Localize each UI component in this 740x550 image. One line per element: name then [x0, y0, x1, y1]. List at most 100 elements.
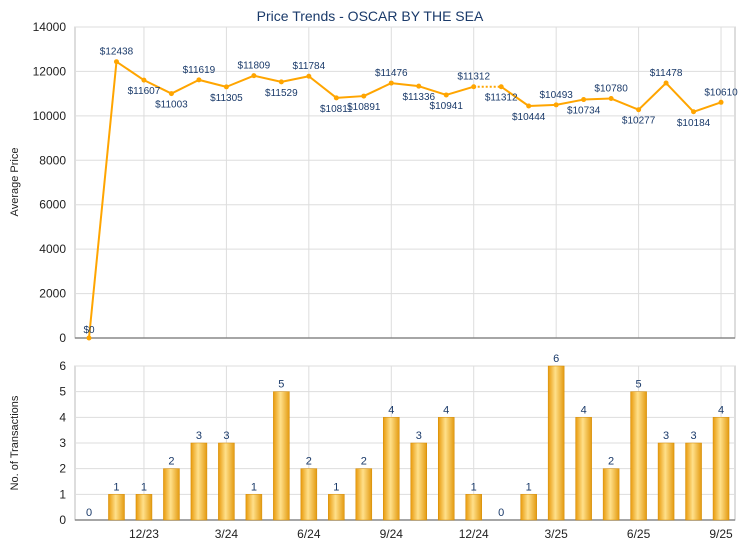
price-point: [168, 91, 174, 97]
price-data-label: $11478: [650, 68, 683, 79]
price-line-segment: [391, 82, 419, 88]
price-y-tick: 14000: [33, 20, 67, 34]
transaction-data-label: 0: [86, 507, 92, 519]
price-point: [498, 84, 504, 90]
x-tick-label: 12/23: [129, 527, 159, 541]
price-data-label: $10493: [539, 90, 573, 101]
price-y-tick: 10000: [33, 109, 67, 123]
x-tick-label: 9/25: [709, 527, 733, 541]
price-line-segment: [226, 74, 255, 88]
transaction-bar: [520, 494, 537, 521]
price-data-label: $11476: [375, 68, 408, 79]
price-point: [636, 107, 642, 113]
price-data-label: $11619: [183, 65, 216, 76]
transaction-data-label: 5: [278, 379, 284, 391]
transaction-data-label: 4: [581, 404, 587, 416]
price-point: [333, 95, 339, 101]
transaction-bar: [273, 391, 290, 521]
price-y-tick: 2000: [39, 287, 66, 301]
x-tick-label: 12/24: [459, 527, 489, 541]
transaction-data-label: 5: [636, 379, 642, 391]
price-point: [471, 84, 477, 90]
price-point: [388, 80, 394, 86]
price-y-tick: 8000: [39, 153, 66, 167]
price-data-label: $10277: [622, 116, 656, 127]
transaction-bar: [630, 391, 647, 521]
price-point: [663, 80, 669, 86]
price-point: [306, 73, 312, 79]
transaction-data-label: 1: [333, 481, 339, 493]
chart-title: Price Trends - OSCAR BY THE SEA: [257, 8, 484, 24]
transaction-data-label: 4: [388, 404, 394, 416]
price-point: [553, 102, 559, 108]
price-data-label: $11305: [210, 93, 243, 104]
transaction-bar: [410, 442, 428, 521]
transactions-y-tick: 0: [59, 513, 66, 527]
price-point: [526, 103, 532, 109]
price-line-segment: [281, 75, 310, 83]
x-tick-label: 3/25: [544, 527, 568, 541]
price-point: [608, 96, 614, 102]
transaction-bar: [437, 417, 455, 521]
price-data-label: $10780: [594, 84, 628, 95]
price-line-segment: [555, 98, 584, 106]
transaction-data-label: 4: [443, 404, 449, 416]
price-point: [361, 93, 367, 99]
transaction-data-label: 0: [498, 507, 504, 519]
price-point: [581, 97, 587, 103]
price-point: [196, 77, 202, 83]
price-data-label: $11529: [265, 88, 298, 99]
price-point: [86, 335, 92, 341]
transaction-bar: [712, 417, 730, 521]
price-data-label: $10891: [347, 102, 381, 113]
transaction-data-label: 1: [251, 481, 257, 493]
price-data-label: $11607: [128, 86, 161, 97]
price-line-segment: [610, 97, 639, 111]
price-data-label: $0: [83, 325, 95, 336]
transaction-bar: [163, 468, 180, 521]
price-line-segment: [500, 85, 530, 107]
price-data-label: $11784: [293, 61, 326, 72]
transaction-bar: [383, 417, 400, 521]
price-data-label: $11003: [155, 100, 188, 111]
price-data-label: $10184: [677, 118, 711, 129]
transaction-data-label: 2: [608, 456, 614, 468]
transactions-y-tick: 3: [59, 436, 66, 450]
transaction-data-label: 3: [416, 430, 422, 442]
transactions-y-tick: 4: [59, 410, 66, 424]
transaction-bar: [108, 494, 125, 521]
price-data-label: $11809: [238, 61, 271, 72]
price-point: [251, 73, 257, 79]
transactions-y-tick: 2: [59, 462, 66, 476]
price-y-tick: 6000: [39, 198, 66, 212]
price-data-label: $10444: [512, 112, 546, 123]
price-y-tick: 0: [59, 331, 66, 345]
price-data-label: $12438: [100, 47, 134, 58]
price-data-label: $11336: [402, 92, 435, 103]
price-line-segment: [445, 85, 475, 96]
transaction-data-label: 1: [113, 481, 119, 493]
price-line-segment: [693, 101, 722, 113]
price-point: [416, 83, 422, 89]
transaction-data-label: 4: [718, 404, 724, 416]
price-line-segment: [143, 79, 172, 95]
transaction-bar: [657, 442, 675, 521]
price-line-segment: [418, 85, 447, 96]
price-data-label: $10734: [567, 106, 601, 117]
price-data-label: $10610: [704, 87, 738, 98]
y-axis-label-transactions: No. of Transactions: [9, 395, 21, 490]
transaction-data-label: 1: [471, 481, 477, 493]
price-line-segment: [363, 82, 392, 97]
x-tick-label: 6/24: [297, 527, 321, 541]
y-axis-label-price: Average Price: [9, 148, 21, 217]
transaction-bar: [218, 442, 235, 521]
price-data-label: $10811: [320, 104, 353, 115]
price-data-label: $10941: [430, 101, 464, 112]
price-data-label: $11312: [485, 93, 518, 104]
transaction-bar: [602, 468, 620, 521]
transaction-data-label: 6: [553, 353, 559, 365]
price-point: [691, 109, 697, 115]
transaction-bar: [190, 442, 208, 521]
price-y-tick: 12000: [33, 64, 67, 78]
transaction-bar: [465, 494, 482, 521]
